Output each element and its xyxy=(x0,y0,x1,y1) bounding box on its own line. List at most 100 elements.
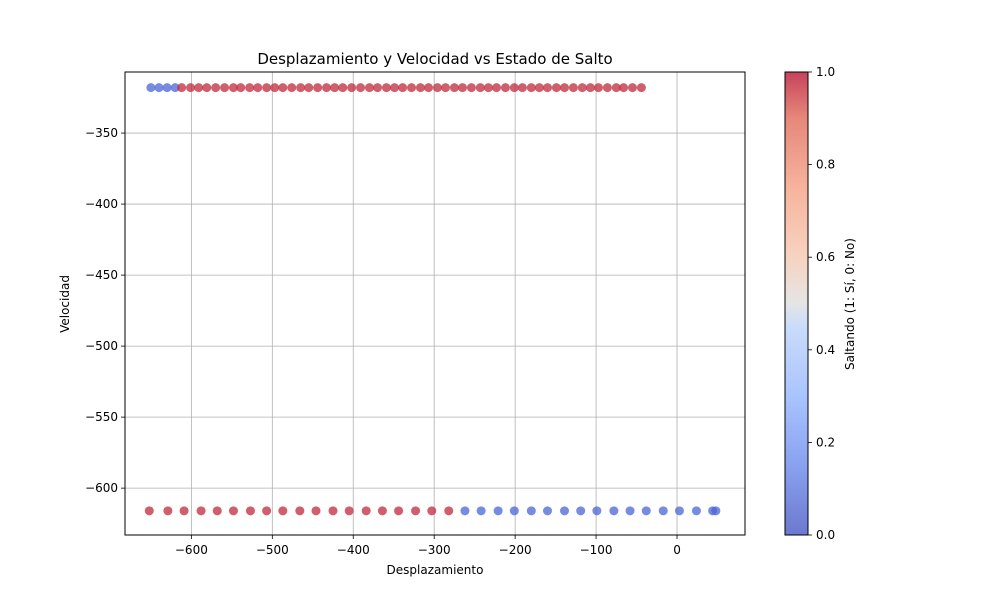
plot-frame xyxy=(124,71,746,536)
y-tick-label: −350 xyxy=(85,126,118,140)
data-point-jumping xyxy=(202,83,212,93)
data-point-jumping xyxy=(304,83,314,93)
data-point-jumping xyxy=(296,83,306,93)
data-point-jumping xyxy=(394,506,404,516)
data-point-jumping xyxy=(627,83,637,93)
x-tick-label: −500 xyxy=(256,543,289,557)
data-point-jumping xyxy=(311,506,321,516)
data-point-jumping xyxy=(444,506,454,516)
data-point-jumping xyxy=(500,83,510,93)
data-point-jumping xyxy=(543,83,553,93)
data-point-jumping xyxy=(211,83,221,93)
data-point-jumping xyxy=(144,506,154,516)
x-tick-label: −600 xyxy=(175,543,208,557)
data-point-not-jumping xyxy=(154,83,164,93)
data-point-jumping xyxy=(245,83,255,93)
data-point-jumping xyxy=(568,83,578,93)
data-point-not-jumping xyxy=(711,506,721,516)
data-point-jumping xyxy=(330,83,340,93)
x-tick-label: −200 xyxy=(499,543,532,557)
colorbar-tick-label: 0.2 xyxy=(816,435,835,449)
data-point-not-jumping xyxy=(658,506,668,516)
data-point-jumping xyxy=(356,83,366,93)
data-point-jumping xyxy=(411,506,421,516)
data-point-jumping xyxy=(602,83,612,93)
colorbar-tick-label: 0.8 xyxy=(816,158,835,172)
colorbar-frame xyxy=(784,71,809,536)
data-point-jumping xyxy=(364,83,374,93)
data-point-jumping xyxy=(270,83,280,93)
y-tick-label: −600 xyxy=(85,481,118,495)
data-point-not-jumping xyxy=(146,83,156,93)
x-tick-label: −300 xyxy=(418,543,451,557)
data-point-jumping xyxy=(262,506,272,516)
data-point-not-jumping xyxy=(641,506,651,516)
data-point-jumping xyxy=(347,83,357,93)
data-point-not-jumping xyxy=(460,506,470,516)
data-point-not-jumping xyxy=(576,506,586,516)
data-point-jumping xyxy=(390,83,400,93)
data-point-jumping xyxy=(398,83,408,93)
colorbar-gradient xyxy=(785,72,808,535)
grid-lines xyxy=(125,72,745,535)
data-point-jumping xyxy=(517,83,527,93)
colorbar-tick-label: 0.4 xyxy=(816,343,835,357)
data-point-jumping xyxy=(509,83,519,93)
data-point-not-jumping xyxy=(674,506,684,516)
data-point-jumping xyxy=(212,506,222,516)
colorbar-ticks: 0.0 0.2 0.4 0.6 0.8 1.0 xyxy=(808,65,835,542)
data-point-jumping xyxy=(278,83,288,93)
data-point-jumping xyxy=(585,83,595,93)
data-point-jumping xyxy=(458,83,468,93)
data-point-jumping xyxy=(407,83,417,93)
y-tick-label: −450 xyxy=(85,268,118,282)
y-tick-label: −500 xyxy=(85,339,118,353)
data-point-jumping xyxy=(179,506,189,516)
data-point-jumping xyxy=(228,506,238,516)
data-point-jumping xyxy=(295,506,305,516)
data-point-not-jumping xyxy=(560,506,570,516)
data-point-jumping xyxy=(338,83,348,93)
data-point-jumping xyxy=(449,83,459,93)
data-point-jumping xyxy=(619,83,629,93)
data-point-jumping xyxy=(526,83,536,93)
data-point-jumping xyxy=(220,83,230,93)
data-point-jumping xyxy=(373,83,383,93)
data-point-not-jumping xyxy=(170,83,180,93)
chart-title: Desplazamiento y Velocidad vs Estado de … xyxy=(257,50,612,68)
data-point-jumping xyxy=(228,83,238,93)
data-point-jumping xyxy=(194,83,204,93)
data-point-not-jumping xyxy=(691,506,701,516)
colorbar-label: Saltando (1: Sí, 0: No) xyxy=(843,238,857,370)
data-point-jumping xyxy=(186,83,196,93)
data-point-not-jumping xyxy=(493,506,503,516)
y-axis-ticks: −350 −400 −450 −500 −550 −600 xyxy=(85,126,125,495)
x-tick-label: −400 xyxy=(337,543,370,557)
data-point-jumping xyxy=(344,506,354,516)
data-point-jumping xyxy=(381,83,391,93)
data-point-not-jumping xyxy=(592,506,602,516)
data-point-not-jumping xyxy=(609,506,619,516)
data-point-jumping xyxy=(377,506,387,516)
data-point-jumping xyxy=(163,506,173,516)
data-point-jumping xyxy=(361,506,371,516)
data-point-jumping xyxy=(177,83,187,93)
data-point-jumping xyxy=(560,83,570,93)
data-point-not-jumping xyxy=(476,506,486,516)
data-point-not-jumping xyxy=(162,83,172,93)
x-tick-label: −100 xyxy=(580,543,613,557)
colorbar-tick-label: 1.0 xyxy=(816,65,835,79)
y-tick-label: −400 xyxy=(85,197,118,211)
data-point-jumping xyxy=(196,506,206,516)
data-point-jumping xyxy=(466,83,476,93)
x-axis-label: Desplazamiento xyxy=(387,563,484,577)
data-point-jumping xyxy=(287,83,297,93)
data-point-not-jumping xyxy=(526,506,536,516)
data-point-not-jumping xyxy=(543,506,553,516)
data-point-jumping xyxy=(424,83,434,93)
colorbar-tick-label: 0.0 xyxy=(816,528,835,542)
data-point-jumping xyxy=(328,506,338,516)
y-axis-label: Velocidad xyxy=(58,275,72,333)
data-point-jumping xyxy=(236,83,246,93)
